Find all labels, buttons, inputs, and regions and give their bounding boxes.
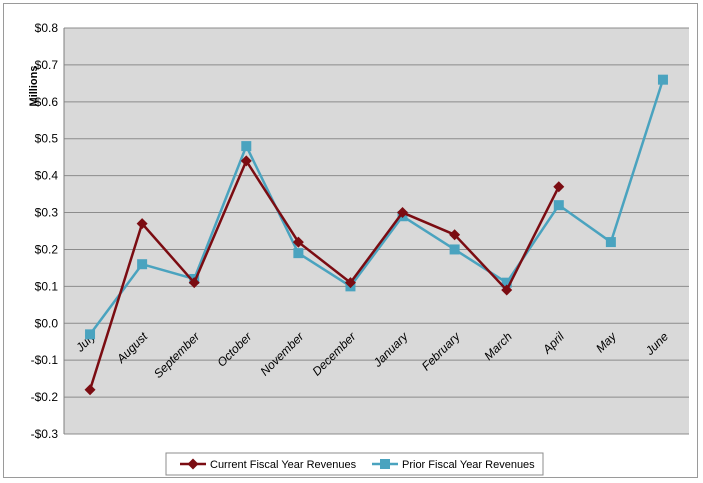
- legend: Current Fiscal Year Revenues Prior Fiscal…: [165, 452, 544, 476]
- data-point: [84, 384, 96, 396]
- plot-area: [64, 28, 689, 434]
- y-axis-label: Millions: [28, 66, 40, 107]
- line-chart: -$0.3 -$0.2 -$0.1 $0.0 $0.1 $0.2 $0.3 $0.4 $0.5 $…: [28, 21, 689, 476]
- legend-marker: [187, 458, 199, 470]
- legend-item: Current Fiscal Year Revenues: [180, 458, 357, 471]
- y-tick-label: -$0.2: [31, 390, 59, 404]
- data-point: [136, 218, 148, 230]
- data-point: [137, 259, 148, 270]
- series-line: [89, 79, 665, 336]
- data-point: [344, 277, 356, 289]
- data-point: [449, 229, 461, 241]
- series-current: [84, 155, 565, 396]
- gridlines: [63, 27, 689, 435]
- data-point: [553, 181, 565, 193]
- data-point: [188, 277, 200, 289]
- y-axis-ticks: -$0.3 -$0.2 -$0.1 $0.0 $0.1 $0.2 $0.3 $0.4 $0.5 $…: [31, 21, 59, 441]
- data-point: [605, 237, 616, 248]
- y-tick-label: $0.5: [35, 132, 59, 146]
- y-tick-label: $0.6: [35, 95, 59, 109]
- data-point: [657, 74, 668, 85]
- y-tick-label: $0.8: [35, 21, 59, 35]
- data-point: [240, 155, 252, 167]
- series-layer: [84, 74, 668, 396]
- data-point: [501, 277, 512, 288]
- series-line: [88, 159, 560, 391]
- data-point: [397, 207, 409, 219]
- data-point: [449, 244, 460, 255]
- y-tick-label: -$0.1: [31, 353, 59, 367]
- data-point: [241, 141, 252, 152]
- y-tick-label: $0.2: [35, 242, 59, 256]
- legend-label: Prior Fiscal Year Revenues: [402, 459, 535, 471]
- y-tick-label: $0.1: [35, 279, 59, 293]
- data-point: [501, 284, 513, 296]
- legend-items: Current Fiscal Year Revenues Prior Fiscal…: [180, 458, 535, 471]
- chart-frame: -$0.3 -$0.2 -$0.1 $0.0 $0.1 $0.2 $0.3 $0.4 $0.5 $…: [3, 3, 698, 478]
- y-tick-label: $0.0: [35, 316, 59, 330]
- y-tick-label: $0.7: [35, 58, 59, 72]
- legend-item: Prior Fiscal Year Revenues: [372, 459, 535, 471]
- legend-label: Current Fiscal Year Revenues: [210, 459, 357, 471]
- y-tick-label: $0.3: [35, 206, 59, 220]
- data-point: [293, 248, 304, 259]
- y-tick-label: -$0.3: [31, 427, 59, 441]
- legend-marker: [380, 459, 390, 469]
- data-point: [85, 329, 96, 340]
- y-tick-label: $0.4: [35, 169, 59, 183]
- data-point: [553, 200, 564, 211]
- data-point: [292, 236, 304, 248]
- legend-box: [165, 452, 544, 476]
